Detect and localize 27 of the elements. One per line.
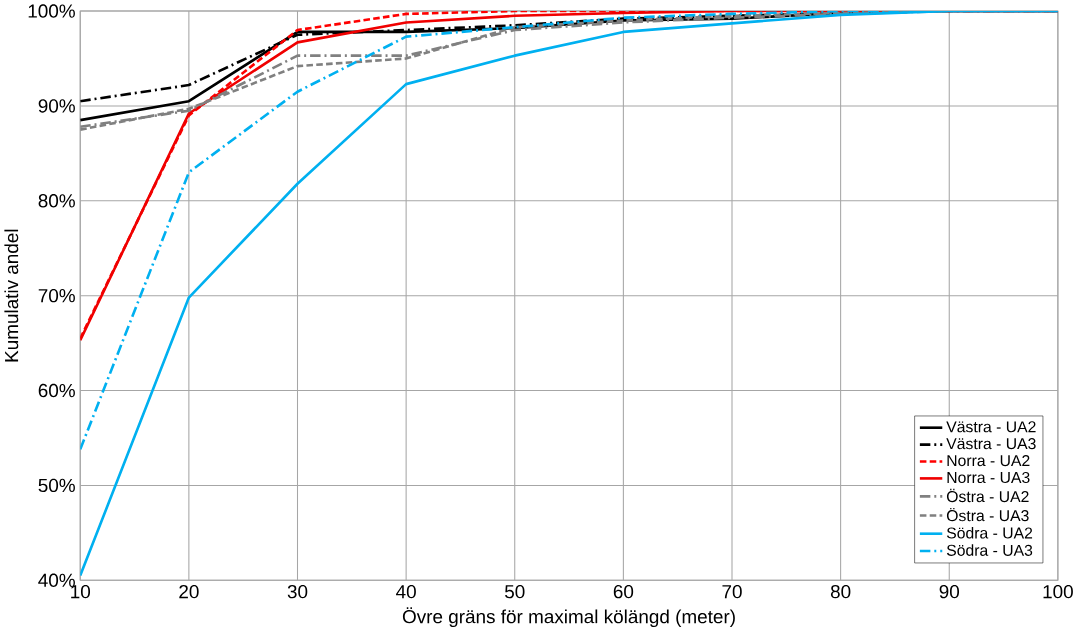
x-tick-label: 10 [71, 584, 91, 599]
y-tick-label: 100% [28, 4, 75, 18]
y-tick-label: 50% [38, 478, 75, 492]
y-tick-label: 60% [38, 383, 75, 398]
legend-label: Västra - UA3 [946, 437, 1036, 450]
x-tick-label: 40 [396, 584, 416, 599]
x-tick-label: 50 [505, 584, 525, 599]
x-axis-title: Övre gräns för maximal kölängd (meter) [402, 607, 735, 627]
legend-label: Norra - UA2 [947, 454, 1030, 466]
y-tick-label: 80% [38, 193, 75, 208]
y-tick-label: 70% [38, 288, 75, 303]
x-tick-label: 100 [1043, 584, 1073, 599]
x-tick-label: 80 [830, 584, 851, 599]
x-tick-label: 30 [287, 584, 308, 599]
legend-label: Östra - UA2 [946, 488, 1029, 502]
legend-label: Södra - UA2 [946, 526, 1033, 539]
x-tick-label: 70 [722, 584, 742, 599]
y-tick-label: 90% [38, 99, 75, 113]
x-tick-label: 20 [179, 584, 199, 599]
legend-label: Östra - UA3 [946, 507, 1029, 522]
legend-label: Västra - UA2 [946, 420, 1036, 433]
x-tick-label: 60 [613, 584, 634, 599]
legend-label: Södra - UA3 [946, 544, 1033, 556]
legend-label: Norra - UA3 [947, 471, 1030, 483]
y-axis-title: Kumulativ andel [4, 229, 19, 362]
y-tick-label: 40% [38, 573, 75, 587]
x-tick-label: 90 [939, 584, 960, 599]
